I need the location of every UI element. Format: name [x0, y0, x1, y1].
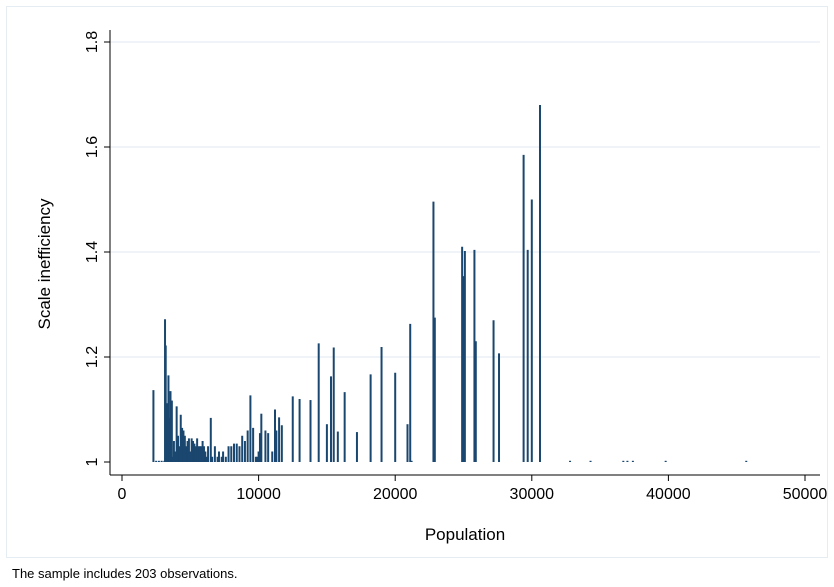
y-tick-label: 1.6	[84, 136, 101, 158]
x-tick-label: 10000	[236, 486, 281, 503]
footnote: The sample includes 203 observations.	[12, 566, 238, 581]
x-axis-title: Population	[425, 525, 505, 544]
x-tick-label: 0	[118, 486, 127, 503]
y-tick-label: 1.4	[84, 241, 101, 263]
x-tick-label: 30000	[510, 486, 555, 503]
graph-region	[6, 6, 828, 558]
spike-series	[152, 105, 748, 462]
x-tick-label: 40000	[646, 486, 691, 503]
y-axis-title: Scale inefficiency	[35, 198, 54, 330]
y-tick-label: 1	[84, 457, 101, 466]
x-tick-label: 20000	[373, 486, 418, 503]
axes	[104, 30, 820, 481]
y-tick-label: 1.2	[84, 346, 101, 368]
tick-labels: 1 1.2 1.4 1.6 1.8 0 10000 20000 30000 40000 50000	[84, 31, 827, 503]
x-tick-label: 50000	[783, 486, 828, 503]
y-tick-label: 1.8	[84, 31, 101, 53]
